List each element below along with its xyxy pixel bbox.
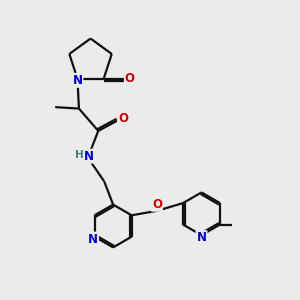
Text: N: N bbox=[73, 74, 82, 87]
Text: H: H bbox=[75, 150, 84, 160]
Text: O: O bbox=[152, 198, 162, 211]
Text: N: N bbox=[84, 150, 94, 163]
Text: N: N bbox=[196, 231, 206, 244]
Text: N: N bbox=[88, 232, 98, 246]
Text: O: O bbox=[118, 112, 128, 125]
Text: O: O bbox=[125, 72, 135, 86]
